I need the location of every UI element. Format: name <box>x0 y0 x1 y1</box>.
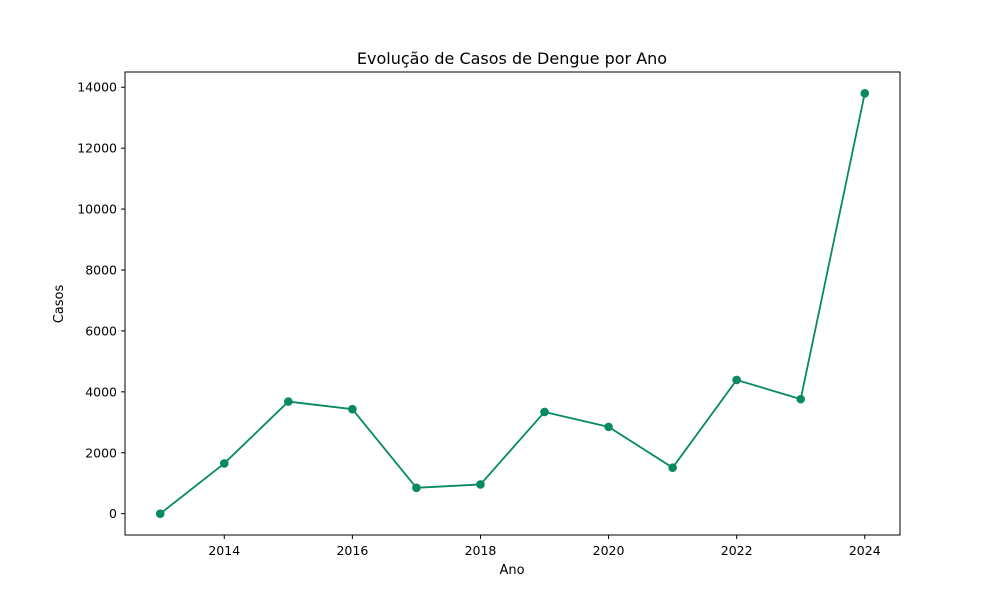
data-point <box>284 397 293 406</box>
data-point <box>604 422 613 432</box>
x-tick-label: 2022 <box>721 543 753 558</box>
data-point <box>155 509 165 518</box>
data-point <box>348 404 357 414</box>
chart-title: Evolução de Casos de Dengue por Ano <box>357 49 667 68</box>
data-point <box>796 394 806 404</box>
series-line <box>159 93 866 515</box>
x-tick-label: 2016 <box>336 543 368 558</box>
y-tick-label: 4000 <box>85 384 117 399</box>
x-tick-label: 2014 <box>208 543 240 558</box>
y-tick-label: 10000 <box>77 202 117 217</box>
plot-frame <box>124 71 901 536</box>
data-point <box>668 463 677 472</box>
y-axis-label: Casos <box>52 285 67 324</box>
x-tick-label: 2018 <box>465 543 497 558</box>
data-point <box>219 459 229 468</box>
x-tick-label: 2020 <box>593 543 625 558</box>
y-tick-label: 12000 <box>77 141 117 156</box>
y-tick-label: 2000 <box>85 445 117 460</box>
x-axis-label: Ano <box>499 563 524 578</box>
y-tick-label: 0 <box>109 506 117 521</box>
data-point <box>860 89 870 98</box>
data-point <box>412 483 421 493</box>
data-point <box>732 375 741 385</box>
y-tick-label: 8000 <box>85 262 117 277</box>
y-tick-label: 6000 <box>85 323 117 338</box>
y-tick-label: 14000 <box>77 80 117 95</box>
x-tick-label: 2024 <box>849 543 881 558</box>
series-layer <box>155 89 870 518</box>
data-point <box>540 407 549 417</box>
x-axis-ticks: 2014 2016 2018 2020 2022 2024 <box>208 535 881 558</box>
data-point <box>476 480 485 489</box>
y-axis-ticks: 0 2000 4000 6000 8000 10000 12000 14000 <box>77 80 125 521</box>
